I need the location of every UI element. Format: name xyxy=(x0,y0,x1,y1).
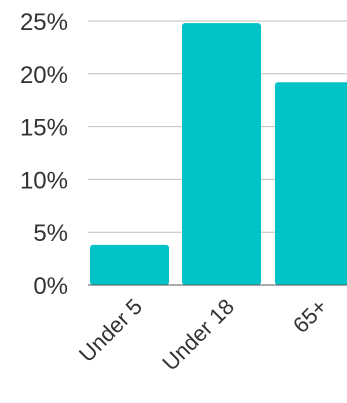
y-tick-label: 20% xyxy=(20,62,68,89)
x-tick-label: 65+ xyxy=(288,294,332,338)
y-tick-label: 5% xyxy=(33,220,68,247)
y-tick-label: 15% xyxy=(20,115,68,142)
y-axis-ticks: 0% 5% 10% 15% 20% 25% xyxy=(20,9,68,300)
y-tick-label: 10% xyxy=(20,167,68,194)
y-tick-label: 0% xyxy=(33,273,68,300)
y-tick-label: 25% xyxy=(20,9,68,36)
bars xyxy=(90,23,347,285)
bar xyxy=(90,244,169,285)
x-tick-label: Under 5 xyxy=(74,294,147,367)
x-axis-labels: Under 5 Under 18 65+ xyxy=(74,294,332,376)
bar xyxy=(182,23,261,285)
x-tick-label: Under 18 xyxy=(157,294,239,376)
bar xyxy=(275,82,347,285)
